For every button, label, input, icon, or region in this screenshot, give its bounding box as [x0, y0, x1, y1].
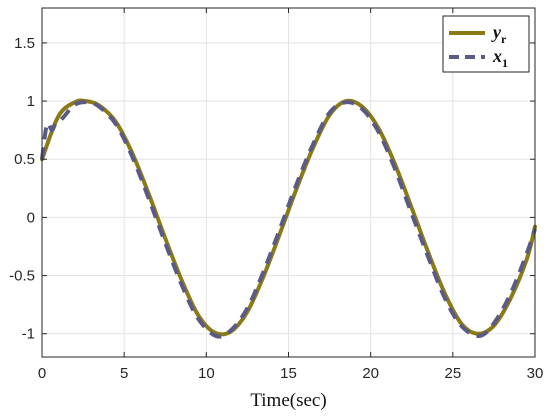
legend-label-x1: x1 — [492, 46, 508, 70]
y-tick-label: 0.5 — [14, 151, 35, 168]
y-tick-label: 1 — [27, 93, 35, 110]
x-tick-label: 0 — [38, 365, 46, 382]
y-tick-label: 1.5 — [14, 35, 35, 52]
legend-box — [442, 15, 530, 73]
x-tick-label: 15 — [280, 365, 297, 382]
x-tick-label: 10 — [198, 365, 215, 382]
x-axis-label: Time(sec) — [250, 390, 326, 411]
x-tick-label: 25 — [444, 365, 461, 382]
x-tick-label: 20 — [362, 365, 379, 382]
y-tick-label: -1 — [22, 326, 35, 343]
axis-ticks: 0 5 10 15 20 25 30 -1 -0.5 0 0.5 1 1.5 — [9, 8, 543, 382]
series-layer — [40, 98, 537, 339]
y-tick-label: -0.5 — [9, 268, 35, 285]
x-tick-label: 5 — [120, 365, 128, 382]
y-tick-label: 0 — [27, 209, 35, 226]
x-tick-label: 30 — [527, 365, 544, 382]
legend-label-yr: yr — [491, 22, 507, 46]
series-line-x1 — [40, 100, 537, 339]
